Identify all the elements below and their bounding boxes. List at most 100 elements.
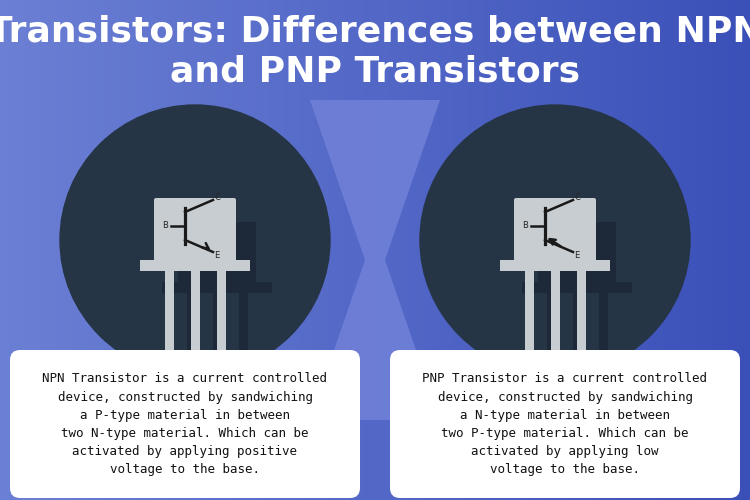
Bar [49,0,53,500]
Bar [212,293,221,383]
Bar [184,0,188,500]
Bar [660,0,664,500]
Bar [739,0,743,500]
Bar [604,0,608,500]
Bar [724,0,728,500]
Bar [34,0,38,500]
Bar [105,0,110,500]
Bar [439,0,443,500]
Bar [547,293,556,383]
Bar [731,0,736,500]
Text: C: C [214,194,220,202]
Bar [131,0,136,500]
Bar [442,0,447,500]
Bar [701,0,706,500]
Bar [164,271,173,361]
Bar [255,0,260,500]
Bar [446,0,451,500]
Text: Transistors: Differences between NPN: Transistors: Differences between NPN [0,15,750,49]
Bar [690,0,694,500]
Bar [562,0,567,500]
Bar [116,0,121,500]
Bar [315,0,320,500]
Bar [664,0,668,500]
Bar [522,282,632,293]
Bar [435,0,439,500]
Bar [668,0,672,500]
Bar [251,0,256,500]
Bar [266,0,271,500]
Bar [304,0,308,500]
Bar [469,0,473,500]
Bar [165,0,170,500]
Bar [326,0,331,500]
Bar [322,0,327,500]
Bar [458,0,462,500]
Bar [60,0,64,500]
Bar [22,0,27,500]
Bar [278,0,282,500]
Bar [206,0,211,500]
Bar [64,0,68,500]
Bar [420,0,424,500]
Bar [694,0,698,500]
FancyBboxPatch shape [514,198,596,262]
Bar [698,0,702,500]
FancyBboxPatch shape [10,350,360,498]
Bar [308,0,312,500]
Text: E: E [214,252,220,260]
Bar [598,293,608,383]
Bar [38,0,42,500]
Bar [311,0,316,500]
Bar [292,0,297,500]
Bar [30,0,34,500]
Bar [341,0,346,500]
Bar [600,0,604,500]
FancyBboxPatch shape [178,222,256,282]
Bar [187,293,196,383]
Bar [500,260,610,271]
Bar [398,0,402,500]
Bar [709,0,713,500]
Bar [581,0,586,500]
Bar [139,0,143,500]
Bar [592,0,597,500]
Bar [572,293,581,383]
Bar [285,0,290,500]
Bar [484,0,488,500]
Bar [608,0,612,500]
Bar [56,0,61,500]
Bar [364,0,368,500]
Bar [626,0,631,500]
Bar [248,0,252,500]
Bar [371,0,376,500]
Bar [424,0,428,500]
Bar [274,0,278,500]
Bar [128,0,132,500]
Bar [548,0,552,500]
Bar [431,0,436,500]
Bar [352,0,357,500]
Bar [413,0,417,500]
Bar [162,282,272,293]
Bar [615,0,620,500]
Bar [427,0,432,500]
Bar [454,0,458,500]
Bar [742,0,747,500]
Text: B: B [522,220,528,230]
Bar [140,260,250,271]
Bar [300,0,304,500]
Bar [238,293,248,383]
Bar [656,0,661,500]
FancyBboxPatch shape [538,222,616,282]
Bar [120,0,124,500]
Bar [75,0,80,500]
Bar [652,0,657,500]
Bar [124,0,128,500]
Bar [190,271,200,361]
Text: C: C [574,194,580,202]
Bar [638,0,642,500]
Bar [270,0,274,500]
Bar [150,0,154,500]
Bar [281,0,286,500]
